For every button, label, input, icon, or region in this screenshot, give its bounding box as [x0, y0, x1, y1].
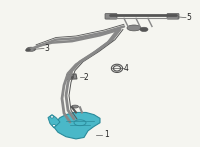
- Ellipse shape: [127, 25, 141, 31]
- FancyBboxPatch shape: [105, 14, 117, 19]
- Text: 1: 1: [104, 130, 109, 139]
- FancyBboxPatch shape: [167, 14, 179, 19]
- Text: 5: 5: [186, 13, 191, 22]
- Circle shape: [50, 116, 54, 118]
- Circle shape: [52, 125, 56, 127]
- Ellipse shape: [26, 47, 36, 51]
- Ellipse shape: [26, 49, 30, 51]
- Polygon shape: [54, 112, 100, 139]
- Ellipse shape: [140, 27, 148, 32]
- Circle shape: [70, 76, 74, 78]
- Ellipse shape: [72, 105, 78, 108]
- Polygon shape: [48, 115, 60, 128]
- Polygon shape: [66, 74, 77, 79]
- Text: 2: 2: [84, 73, 89, 82]
- Text: 4: 4: [124, 64, 129, 73]
- Text: 3: 3: [44, 44, 49, 53]
